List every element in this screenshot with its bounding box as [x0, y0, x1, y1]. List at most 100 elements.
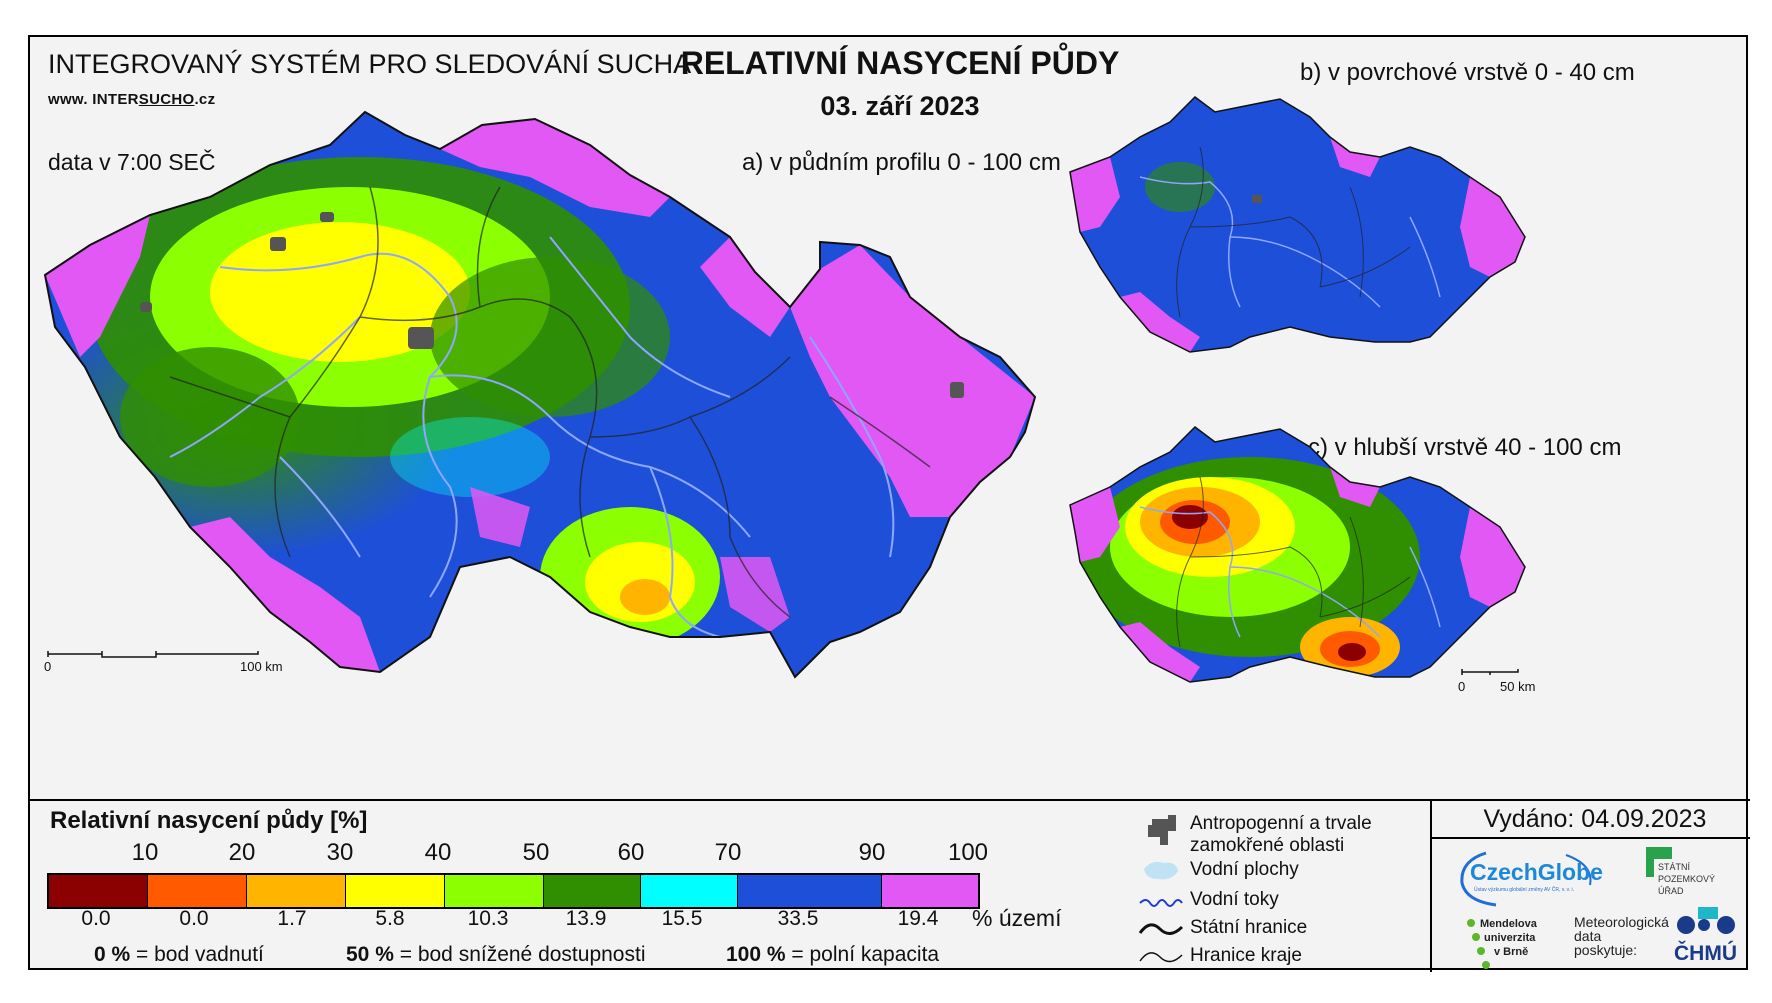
legend-share: 33.5	[777, 907, 819, 930]
legend-colorbar	[47, 873, 980, 909]
legend-swatch	[247, 875, 346, 907]
meteo-line-3: poskytuje:	[1574, 942, 1638, 958]
spu-line-1: STÁTNÍ	[1658, 862, 1691, 872]
legend-share: 0.0	[179, 907, 209, 930]
legend-break: 40	[424, 839, 452, 866]
note-100-text: = polní kapacita	[791, 943, 940, 966]
legend-break: 100	[947, 839, 989, 866]
note-0-text: = bod vadnutí	[136, 943, 264, 966]
chmu-symbol-icon	[1677, 916, 1735, 934]
scalebar-small-start: 0	[1458, 679, 1466, 694]
legend-swatch	[738, 875, 882, 907]
region-border-icon	[1139, 952, 1183, 963]
legend-share: 5.8	[375, 907, 405, 930]
legend-break: 70	[714, 839, 742, 866]
web-prefix: www. INTER	[48, 91, 139, 108]
legend-share: 1.7	[277, 907, 307, 930]
legend-water-areas: Vodní plochy	[1190, 859, 1299, 880]
legend-swatch	[641, 875, 738, 907]
data-time: data v 7:00 SEČ	[48, 149, 216, 175]
legend-swatch	[882, 875, 978, 907]
panel-a-label: a) v půdním profilu 0 - 100 cm	[742, 149, 1061, 176]
note-wilting-point: 0 % = bod vadnutí	[94, 943, 264, 967]
issued-date: Vydáno: 04.09.2023	[1483, 805, 1707, 833]
czechglobe-subtext: Ústav výzkumu globální změny AV ČR, v. v…	[1474, 887, 1575, 893]
note-50-value: 50 %	[346, 943, 394, 966]
panel-c-label: c) v hlubší vrstvě 40 - 100 cm	[1308, 434, 1622, 461]
spu-line-3: ÚŘAD	[1658, 886, 1684, 896]
rivers-icon	[1139, 899, 1183, 907]
symbology-icons	[1138, 815, 1184, 963]
spu-green-bar	[1646, 847, 1654, 877]
scalebar-main-end: 100 km	[240, 659, 283, 674]
scalebar-main	[47, 651, 259, 658]
legend-break: 50	[522, 839, 550, 866]
spu-logo: STÁTNÍ POZEMKOVÝ ÚŘAD	[1646, 847, 1726, 937]
web-brand: SUCHO	[138, 91, 195, 108]
legend-share: 15.5	[661, 907, 703, 930]
legend-share: 13.9	[565, 907, 607, 930]
map-date: 03. září 2023	[820, 91, 980, 121]
legend-swatch	[49, 875, 148, 907]
chmu-logo: ČHMÚ	[1674, 913, 1744, 969]
map-a	[45, 112, 1035, 677]
legend-break: 90	[858, 839, 886, 866]
legend-break: 20	[228, 839, 256, 866]
mendel-dots-icon	[1467, 919, 1490, 969]
meteo-line-2: data	[1574, 928, 1602, 944]
water-areas-icon	[1144, 861, 1178, 880]
czechglobe-arc-icon	[1460, 851, 1592, 907]
mendel-line-2: univerzita	[1484, 932, 1536, 944]
legend-share: 19.4	[897, 907, 939, 930]
note-50-text: = bod snížené dostupnosti	[399, 943, 646, 966]
legend-swatch	[544, 875, 641, 907]
chmu-text: ČHMÚ	[1674, 942, 1737, 965]
legend-divider-vertical	[1430, 799, 1432, 972]
scalebar-small-end: 50 km	[1500, 679, 1536, 694]
map-c	[1070, 427, 1525, 682]
legend-rivers: Vodní toky	[1190, 889, 1279, 910]
note-100-value: 100 %	[726, 943, 786, 966]
spu-text: STÁTNÍ POZEMKOVÝ ÚŘAD	[1658, 861, 1715, 897]
mendel-line-1: Mendelova	[1480, 918, 1537, 930]
legend-title: Relativní nasycení půdy [%]	[50, 807, 368, 834]
legend-state-border: Státní hranice	[1190, 917, 1308, 938]
meteo-line-1: Meteorologická	[1574, 914, 1669, 930]
legend-anthropogenic: Antropogenní a trvale zamokřené oblasti	[1190, 813, 1372, 856]
meteo-text: Meteorologická data poskytuje:	[1574, 915, 1669, 957]
note-field-capacity: 100 % = polní kapacita	[726, 943, 939, 967]
legend-break: 60	[617, 839, 645, 866]
legend-break: 30	[326, 839, 354, 866]
web-suffix: .cz	[194, 91, 216, 108]
legend-swatch	[346, 875, 445, 907]
mendel-logo: Mendelova univerzita v Brně	[1466, 917, 1576, 969]
anthropogenic-icon	[1148, 815, 1176, 845]
legend-swatch	[445, 875, 544, 907]
note-reduced-availability: 50 % = bod snížené dostupnosti	[346, 943, 645, 967]
scalebar-small	[1461, 669, 1519, 675]
legend-divider	[30, 799, 1750, 801]
legend-share: 10.3	[467, 907, 509, 930]
spu-teal-block	[1698, 907, 1718, 919]
state-border-icon	[1138, 923, 1184, 935]
legend-region-border: Hranice kraje	[1190, 945, 1302, 966]
system-name: INTEGROVANÝ SYSTÉM PRO SLEDOVÁNÍ SUCHA	[48, 49, 692, 79]
website[interactable]: www. INTERSUCHO.cz	[48, 91, 215, 108]
legend-swatch	[148, 875, 247, 907]
page-title: RELATIVNÍ NASYCENÍ PŮDY	[680, 45, 1120, 81]
legend-share-unit: % území	[972, 905, 1062, 931]
spu-line-2: POZEMKOVÝ	[1658, 874, 1716, 884]
legend-share: 0.0	[81, 907, 111, 930]
issued-divider	[1430, 837, 1750, 839]
legend-break: 10	[131, 839, 159, 866]
scalebar-main-start: 0	[44, 659, 52, 674]
map-b	[1070, 97, 1525, 352]
czechglobe-text: CzechGlobe	[1470, 859, 1603, 885]
mendel-text: Mendelova univerzita v Brně	[1480, 917, 1537, 959]
map-frame: INTEGROVANÝ SYSTÉM PRO SLEDOVÁNÍ SUCHA w…	[28, 35, 1750, 972]
panel-b-label: b) v povrchové vrstvě 0 - 40 cm	[1300, 59, 1635, 86]
czechglobe-logo: CzechGlobe Ústav výzkumu globální změny …	[1456, 845, 1606, 909]
mendel-line-3: v Brně	[1494, 946, 1529, 958]
maps-svg	[44, 96, 1526, 683]
note-0-value: 0 %	[94, 943, 131, 966]
